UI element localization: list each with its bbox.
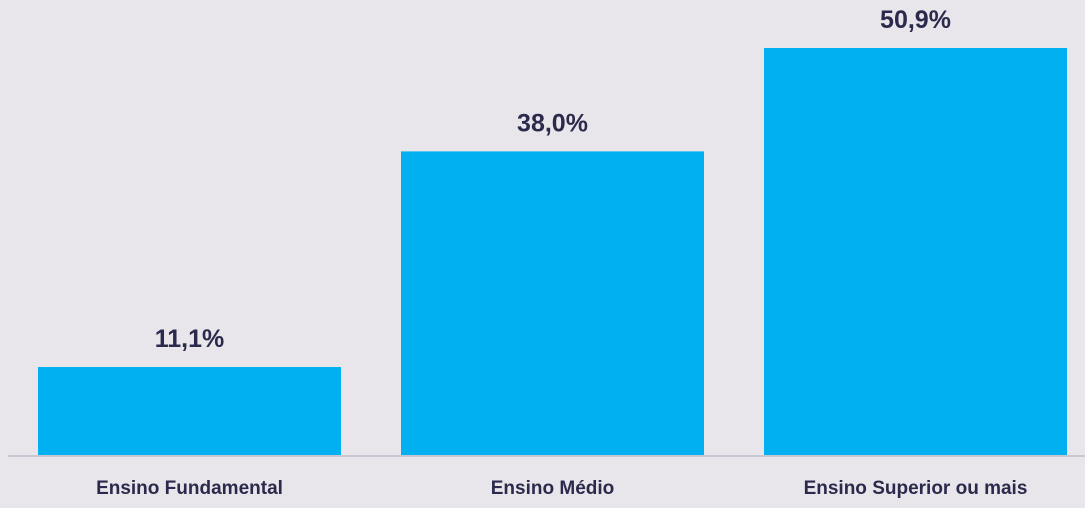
value-label-1: 11,1%	[155, 325, 225, 353]
bars	[38, 48, 1067, 456]
data-labels: 11,1% 38,0% 50,9%	[155, 6, 951, 353]
bar-2	[401, 151, 704, 456]
value-label-3: 50,9%	[880, 6, 951, 34]
category-labels: Ensino Fundamental Ensino Médio Ensino Sup…	[96, 478, 1027, 499]
category-label-2: Ensino Médio	[491, 478, 615, 499]
category-label-3: Ensino Superior ou mais	[804, 478, 1028, 499]
bar-3	[764, 48, 1067, 456]
bar-1	[38, 367, 341, 456]
category-label-1: Ensino Fundamental	[96, 478, 283, 499]
value-label-2: 38,0%	[517, 109, 588, 137]
